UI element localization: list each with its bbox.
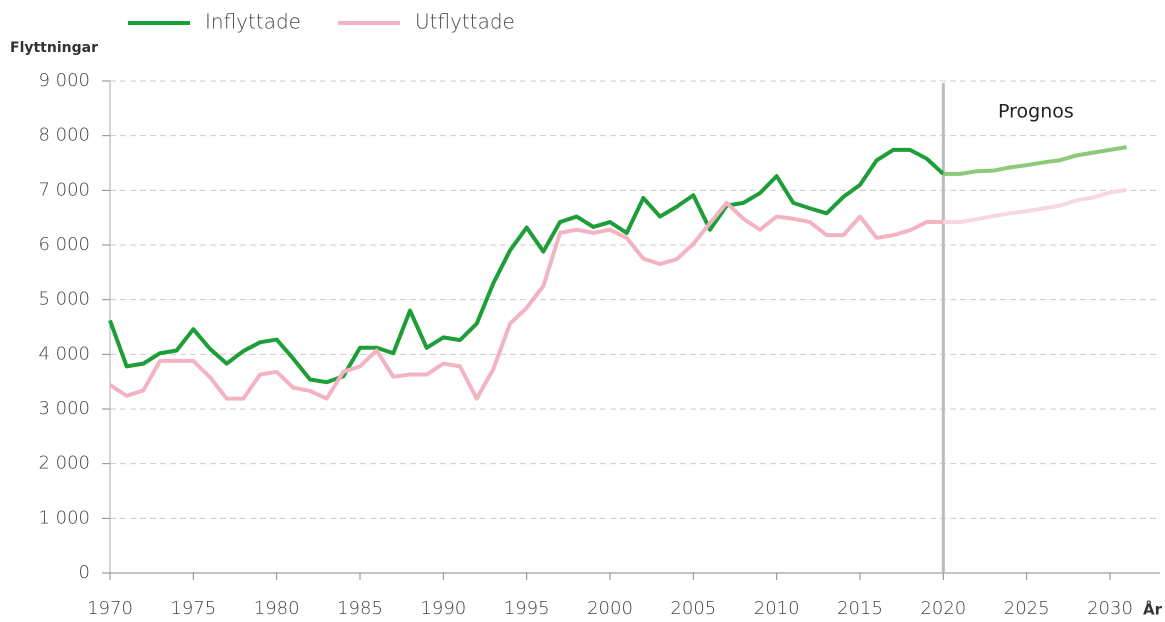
x-tick-label: 2025: [1004, 598, 1050, 619]
legend-label: Utflyttade: [415, 10, 515, 34]
y-tick-label: 0: [79, 562, 90, 583]
forecast-line: [943, 187, 1127, 225]
forecast-line: [943, 145, 1127, 176]
legend-label: Inflyttade: [205, 10, 301, 34]
y-axis-label: Flyttningar: [10, 40, 98, 56]
x-tick-label: 1985: [337, 598, 383, 619]
x-tick-label: 1990: [420, 598, 466, 619]
annotation: Prognos: [998, 101, 1074, 123]
x-tick-label: 2010: [754, 598, 800, 619]
y-tick-label: 6 000: [38, 234, 90, 255]
x-tick-label: 1970: [87, 598, 133, 619]
x-tick-label: 2030: [1087, 598, 1133, 619]
x-tick-label: 1980: [254, 598, 300, 619]
y-tick-label: 5 000: [38, 289, 90, 310]
x-tick-label: 1995: [504, 598, 550, 619]
series-line: [108, 200, 944, 401]
x-tick-label: 2000: [587, 598, 633, 619]
x-tick-label: 2005: [670, 598, 716, 619]
y-tick-label: 2 000: [38, 453, 90, 474]
y-tick-label: 7 000: [38, 179, 90, 200]
y-tick-label: 4 000: [38, 343, 90, 364]
y-tick-label: 9 000: [38, 70, 90, 91]
x-tick-label: 2020: [920, 598, 966, 619]
y-tick-label: 3 000: [38, 398, 90, 419]
y-tick-label: 8 000: [38, 125, 90, 146]
x-tick-label: 1975: [170, 598, 216, 619]
series-line: [108, 147, 945, 385]
y-tick-label: 1 000: [38, 507, 90, 528]
x-tick-label: 2015: [837, 598, 883, 619]
x-axis-label: År: [1143, 600, 1163, 619]
